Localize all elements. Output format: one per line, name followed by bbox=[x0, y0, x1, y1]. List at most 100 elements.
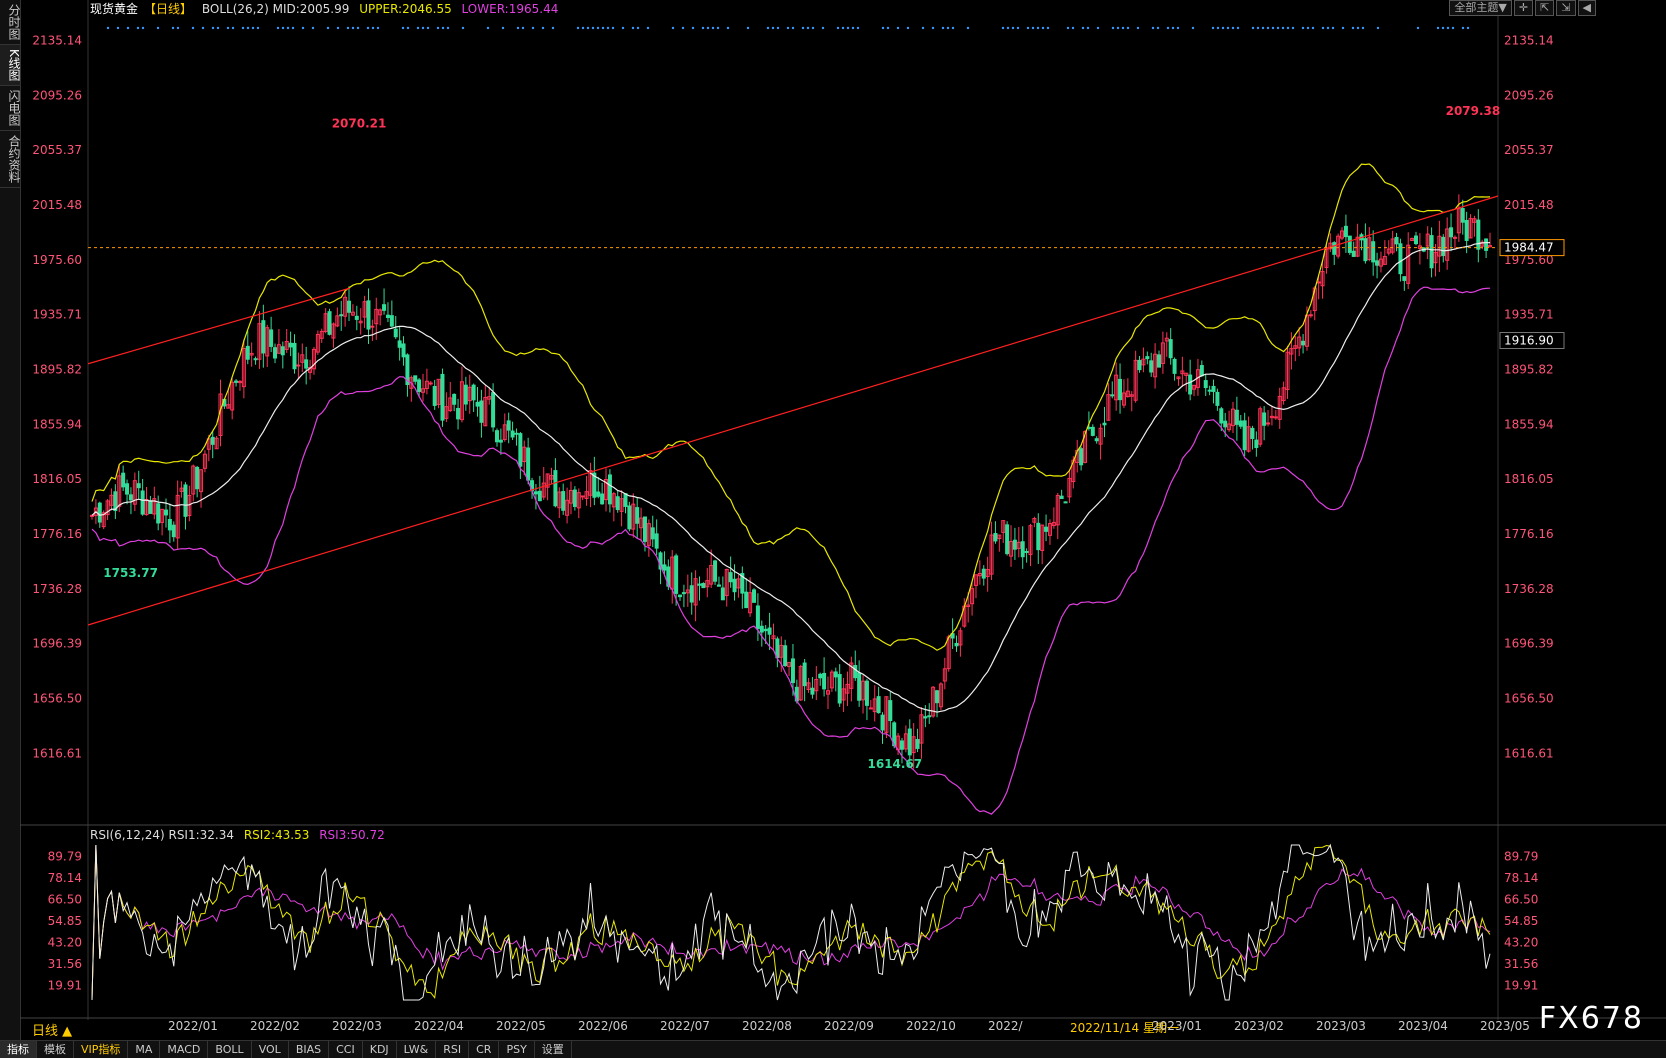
candle-body bbox=[783, 645, 788, 667]
candle-body bbox=[705, 580, 710, 588]
price-extreme-label: 1753.77 bbox=[103, 566, 158, 580]
candle-body bbox=[382, 304, 387, 311]
indicator-tab[interactable]: MA bbox=[128, 1041, 161, 1058]
indicator-tab[interactable]: VOL bbox=[252, 1041, 289, 1058]
indicator-tab[interactable]: LW& bbox=[397, 1041, 437, 1058]
left-sidebar: 分时图 K线图 闪电图 合约资料 bbox=[0, 0, 21, 1040]
event-marker bbox=[841, 26, 845, 30]
candle-body bbox=[966, 604, 971, 608]
candle-body bbox=[654, 533, 659, 549]
candle-body bbox=[537, 490, 542, 502]
theme-dropdown[interactable]: 全部主题▼ bbox=[1449, 0, 1512, 16]
event-marker bbox=[1071, 26, 1075, 30]
toolbar-right: 全部主题▼ ✛ ⇱ ⇲ ◀ bbox=[1449, 0, 1596, 16]
candle-body bbox=[421, 388, 426, 393]
indicator-tab[interactable]: CR bbox=[469, 1041, 500, 1058]
boll-mid-line bbox=[91, 242, 1491, 713]
price-tick-right: 1776.16 bbox=[1504, 527, 1554, 541]
candle-body bbox=[171, 524, 176, 538]
indicator-tab[interactable]: KDJ bbox=[363, 1041, 397, 1058]
candle-body bbox=[568, 490, 573, 504]
kline-chart[interactable]: 2135.14 2135.14 2095.26 2095.26 2055.37 2055.… bbox=[20, 0, 1666, 1040]
candle-body bbox=[1410, 238, 1415, 241]
candle-body bbox=[775, 638, 780, 659]
zoom-out-icon[interactable]: ⇲ bbox=[1556, 0, 1576, 16]
event-marker bbox=[1031, 26, 1035, 30]
scroll-left-icon[interactable]: ◀ bbox=[1577, 0, 1596, 16]
indicator-tab[interactable]: BIAS bbox=[289, 1041, 330, 1058]
indicator-tab[interactable]: VIP指标 bbox=[74, 1041, 129, 1058]
indicator-tab[interactable]: PSY bbox=[499, 1041, 535, 1058]
candle-body bbox=[1055, 494, 1060, 526]
sidebar-tab-intraday[interactable]: 分时图 bbox=[0, 0, 21, 45]
date-label: 2022/04 bbox=[414, 1019, 464, 1033]
candle-body bbox=[1250, 427, 1255, 439]
candle-body bbox=[604, 479, 609, 501]
price-tick-right: 1895.82 bbox=[1504, 362, 1554, 376]
candle-body bbox=[1242, 420, 1247, 451]
candle-body bbox=[101, 512, 106, 528]
candle-body bbox=[315, 333, 320, 353]
candle-body bbox=[915, 739, 920, 749]
candle-body bbox=[1437, 235, 1442, 257]
candle-body bbox=[977, 572, 982, 577]
rsi2-value: RSI2:43.53 bbox=[243, 828, 310, 842]
event-marker bbox=[786, 26, 790, 30]
candle-body bbox=[1425, 233, 1430, 247]
candle-body bbox=[1266, 422, 1271, 425]
event-marker bbox=[1081, 26, 1085, 30]
event-marker bbox=[416, 26, 420, 30]
date-label: 2022/02 bbox=[250, 1019, 300, 1033]
sidebar-tab-kline[interactable]: K线图 bbox=[0, 45, 21, 86]
event-marker bbox=[1116, 26, 1120, 30]
boll-lower-value: LOWER:1965.44 bbox=[461, 2, 559, 16]
event-marker bbox=[441, 26, 445, 30]
event-marker bbox=[1086, 26, 1090, 30]
candle-body bbox=[931, 686, 936, 717]
candle-body bbox=[759, 625, 764, 633]
candle-body bbox=[405, 354, 410, 386]
candle-body bbox=[1005, 524, 1010, 555]
indicator-tab[interactable]: 模板 bbox=[37, 1041, 74, 1058]
zoom-in-icon[interactable]: ⇱ bbox=[1535, 0, 1555, 16]
indicator-tab[interactable]: BOLL bbox=[208, 1041, 252, 1058]
period-selector[interactable]: 日线 ▲ bbox=[32, 1024, 73, 1039]
indicator-tab[interactable]: RSI bbox=[436, 1041, 470, 1058]
sidebar-tab-flash[interactable]: 闪电图 bbox=[0, 86, 21, 131]
event-marker bbox=[1416, 26, 1420, 30]
indicator-tab[interactable]: 指标 bbox=[0, 1041, 37, 1058]
candle-body bbox=[1044, 526, 1049, 532]
price-tick-left: 2135.14 bbox=[32, 33, 82, 47]
candle-body bbox=[970, 588, 975, 605]
event-marker bbox=[211, 26, 215, 30]
candle-body bbox=[779, 644, 784, 658]
candle-body bbox=[923, 716, 928, 719]
candle-body bbox=[1199, 365, 1204, 377]
candle-body bbox=[1114, 374, 1119, 401]
indicator-tab[interactable]: 设置 bbox=[535, 1041, 572, 1058]
candle-body bbox=[347, 300, 352, 313]
price-extreme-label: 2079.38 bbox=[1446, 104, 1501, 118]
price-tick-right: 1656.50 bbox=[1504, 692, 1554, 706]
event-marker bbox=[1351, 26, 1355, 30]
price-tick-right: 1816.05 bbox=[1504, 472, 1554, 486]
candle-body bbox=[518, 433, 523, 467]
candle-body bbox=[938, 683, 943, 708]
candle-body bbox=[1118, 378, 1123, 401]
crosshair-icon[interactable]: ✛ bbox=[1513, 0, 1534, 16]
event-marker bbox=[586, 26, 590, 30]
sidebar-tab-contract-info[interactable]: 合约资料 bbox=[0, 131, 21, 188]
candle-body bbox=[1367, 237, 1372, 260]
event-marker bbox=[191, 26, 195, 30]
event-marker bbox=[1026, 26, 1030, 30]
indicator-tab[interactable]: CCI bbox=[329, 1041, 363, 1058]
candle-body bbox=[825, 690, 830, 695]
candle-body bbox=[1145, 356, 1150, 360]
candle-body bbox=[557, 491, 562, 509]
indicator-tab[interactable]: MACD bbox=[160, 1041, 209, 1058]
candle-body bbox=[491, 392, 496, 428]
price-tick-left: 1895.82 bbox=[32, 362, 82, 376]
event-marker bbox=[1436, 26, 1440, 30]
candle-body bbox=[483, 396, 488, 427]
candle-body bbox=[1398, 243, 1403, 275]
